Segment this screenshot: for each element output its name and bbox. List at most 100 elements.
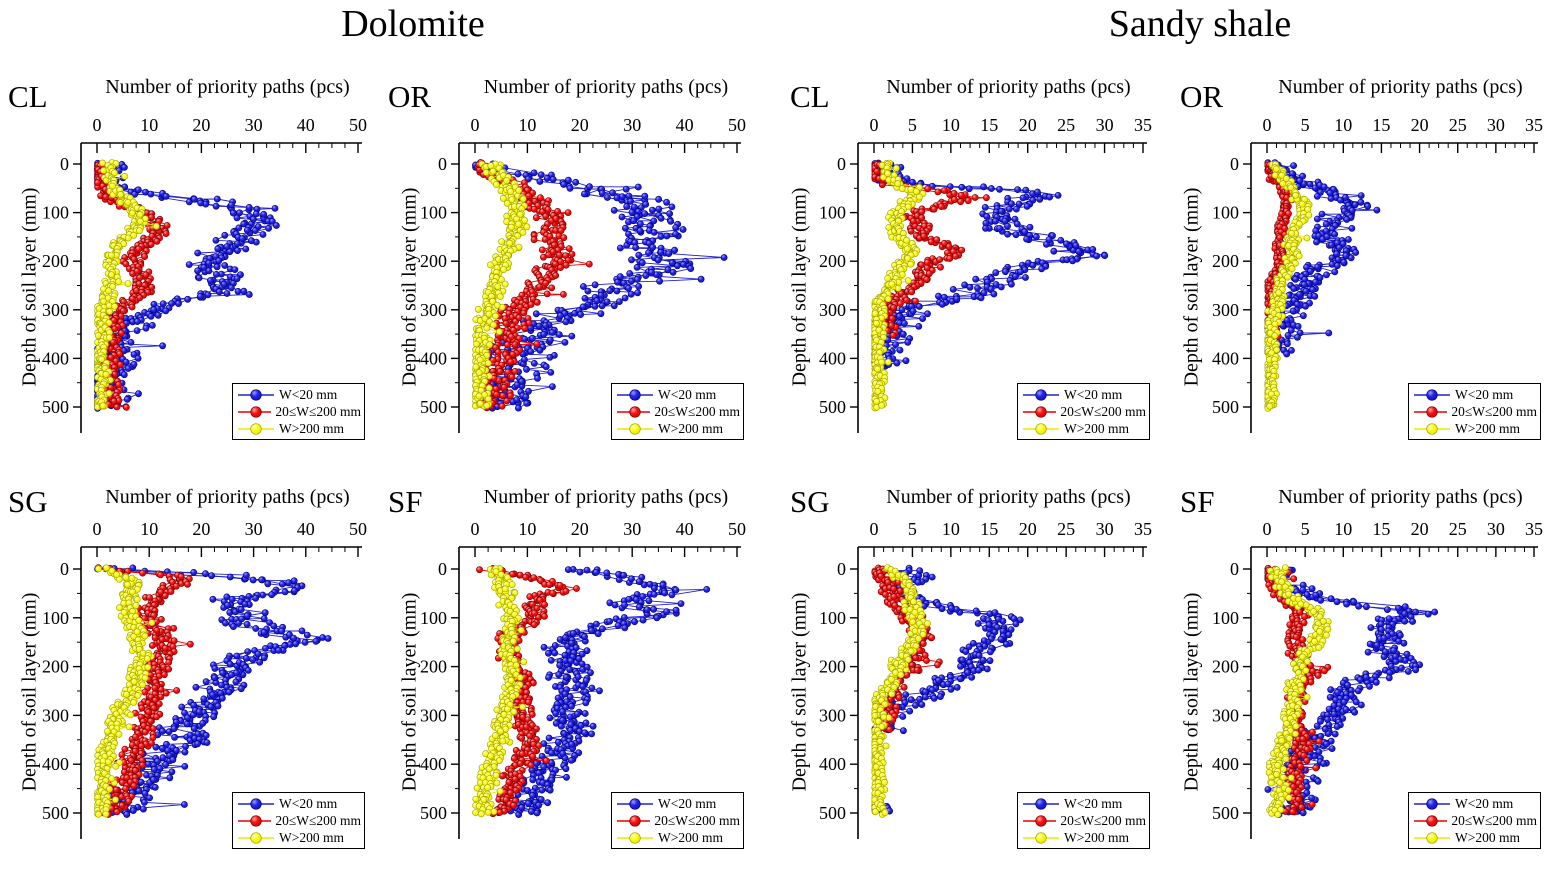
y-axis-title: Depth of soil layer (mm) <box>18 592 41 792</box>
x-axis-title: Number of priority paths (pcs) <box>105 486 350 508</box>
svg-text:0: 0 <box>438 559 447 579</box>
svg-text:20: 20 <box>571 519 589 539</box>
svg-text:5: 5 <box>1301 115 1310 135</box>
legend-item-label: 20≤W≤200 mm <box>1451 403 1537 419</box>
svg-text:40: 40 <box>297 115 315 135</box>
legend-item: W<20 mm <box>616 795 740 812</box>
svg-text:35: 35 <box>1525 115 1543 135</box>
legend-item: W<20 mm <box>1022 386 1146 403</box>
svg-text:500: 500 <box>42 803 69 823</box>
svg-text:0: 0 <box>60 154 69 174</box>
legend-marker-icon <box>617 405 651 418</box>
legend-item: W>200 mm <box>616 829 740 846</box>
svg-text:10: 10 <box>942 115 960 135</box>
legend-marker-icon <box>617 814 651 827</box>
legend-item-label: W<20 mm <box>1064 795 1123 811</box>
legend-marker-icon <box>617 797 653 810</box>
svg-text:300: 300 <box>42 705 69 725</box>
svg-text:200: 200 <box>420 251 447 271</box>
svg-text:100: 100 <box>819 203 846 223</box>
legend-item: W<20 mm <box>1413 795 1537 812</box>
svg-text:50: 50 <box>728 115 746 135</box>
svg-text:0: 0 <box>438 154 447 174</box>
svg-text:400: 400 <box>420 348 447 368</box>
legend-item-label: 20≤W≤200 mm <box>275 812 361 828</box>
legend: W<20 mm 20≤W≤200 mm W>200 mm <box>611 792 744 849</box>
svg-text:300: 300 <box>420 300 447 320</box>
legend-marker-icon <box>1023 814 1057 827</box>
legend-item-label: 20≤W≤200 mm <box>1451 812 1537 828</box>
legend-item: W<20 mm <box>237 386 361 403</box>
legend-item-label: W>200 mm <box>1064 420 1129 436</box>
legend-item: W<20 mm <box>1022 795 1146 812</box>
svg-text:200: 200 <box>819 251 846 271</box>
legend: W<20 mm 20≤W≤200 mm W>200 mm <box>232 792 365 849</box>
legend-marker-icon <box>1023 797 1059 810</box>
svg-text:200: 200 <box>42 251 69 271</box>
legend-item-label: W>200 mm <box>658 420 723 436</box>
x-axis-title: Number of priority paths (pcs) <box>1278 486 1523 508</box>
svg-text:300: 300 <box>420 705 447 725</box>
svg-text:0: 0 <box>93 519 102 539</box>
panel-label-sf-dolomite: SF <box>388 484 423 519</box>
legend-item-label: W>200 mm <box>1064 829 1129 845</box>
svg-text:400: 400 <box>420 754 447 774</box>
svg-text:500: 500 <box>420 803 447 823</box>
x-axis-title: Number of priority paths (pcs) <box>886 76 1131 98</box>
legend-item: W>200 mm <box>1022 420 1146 437</box>
svg-text:500: 500 <box>420 397 447 417</box>
svg-text:20: 20 <box>571 115 589 135</box>
y-axis-title: Depth of soil layer (mm) <box>398 187 421 386</box>
legend-item: W>200 mm <box>1022 829 1146 846</box>
legend-marker-icon <box>617 422 653 435</box>
legend-marker-icon <box>1414 814 1448 827</box>
svg-text:20: 20 <box>192 519 210 539</box>
legend-marker-icon <box>238 814 272 827</box>
svg-text:10: 10 <box>140 519 158 539</box>
legend-item: 20≤W≤200 mm <box>237 403 361 420</box>
legend-item-label: W>200 mm <box>279 829 344 845</box>
svg-text:50: 50 <box>349 519 367 539</box>
svg-text:35: 35 <box>1134 115 1152 135</box>
panel-label-sg-sandy: SG <box>790 484 830 519</box>
x-axis-title: Number of priority paths (pcs) <box>483 76 729 98</box>
legend-item-label: W<20 mm <box>1455 795 1514 811</box>
panel-label-cl-dolomite: CL <box>8 79 48 114</box>
legend-item-label: 20≤W≤200 mm <box>654 812 740 828</box>
legend-marker-icon <box>617 831 653 844</box>
panel-label-or-sandy: OR <box>1180 79 1224 114</box>
legend-marker-icon <box>1023 831 1059 844</box>
legend-item-label: 20≤W≤200 mm <box>1060 403 1146 419</box>
legend-item: W>200 mm <box>1413 420 1537 437</box>
legend: W<20 mm 20≤W≤200 mm W>200 mm <box>232 383 365 440</box>
legend-item-label: W<20 mm <box>1064 386 1123 402</box>
legend-item: W<20 mm <box>1413 386 1537 403</box>
legend-item-label: W<20 mm <box>658 386 717 402</box>
svg-text:500: 500 <box>42 397 69 417</box>
svg-text:0: 0 <box>1263 115 1272 135</box>
legend-marker-icon <box>1023 422 1059 435</box>
x-axis-title: Number of priority paths (pcs) <box>886 486 1131 508</box>
legend-item-label: W>200 mm <box>658 829 723 845</box>
svg-text:30: 30 <box>245 115 263 135</box>
y-axis-title: Depth of soil layer (mm) <box>1180 592 1203 792</box>
svg-text:10: 10 <box>518 115 536 135</box>
svg-text:400: 400 <box>42 348 69 368</box>
svg-text:20: 20 <box>192 115 210 135</box>
legend-item-label: 20≤W≤200 mm <box>1060 812 1146 828</box>
legend-item: W>200 mm <box>1413 829 1537 846</box>
svg-text:50: 50 <box>728 519 746 539</box>
legend: W<20 mm 20≤W≤200 mm W>200 mm <box>1408 383 1541 440</box>
legend-item-label: W<20 mm <box>279 386 338 402</box>
svg-text:100: 100 <box>420 203 447 223</box>
svg-text:10: 10 <box>1334 115 1352 135</box>
legend-item: 20≤W≤200 mm <box>1022 403 1146 420</box>
legend-marker-icon <box>1414 831 1450 844</box>
svg-text:200: 200 <box>420 657 447 677</box>
legend-marker-icon <box>238 422 274 435</box>
svg-text:30: 30 <box>623 519 641 539</box>
svg-text:10: 10 <box>518 519 536 539</box>
svg-text:15: 15 <box>1372 115 1390 135</box>
svg-text:100: 100 <box>42 203 69 223</box>
